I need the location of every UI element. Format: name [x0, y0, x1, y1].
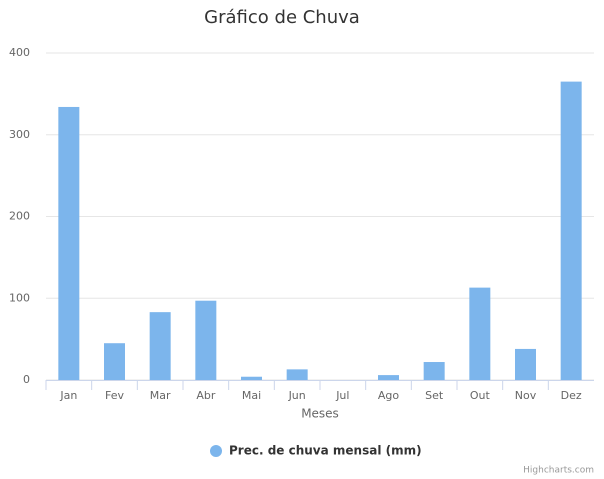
bar — [469, 287, 491, 380]
bar — [149, 312, 171, 380]
bar — [104, 343, 125, 380]
bar — [58, 106, 80, 380]
x-tick-label: Ago — [378, 389, 400, 402]
credits[interactable]: Highcharts.com — [523, 466, 594, 476]
chart-title: Gráfico de Chuva — [204, 7, 360, 28]
y-tick-label: 100 — [9, 291, 30, 304]
x-tick-label: Jul — [335, 389, 349, 402]
x-tick-label: Dez — [561, 389, 582, 402]
x-tick-label: Jan — [59, 389, 77, 402]
y-tick-label: 200 — [9, 210, 30, 223]
bar — [378, 375, 399, 380]
x-tick-label: Set — [425, 389, 444, 402]
bar — [560, 81, 582, 381]
bar — [195, 300, 217, 380]
x-tick-label: Abr — [196, 389, 216, 402]
y-tick-label: 400 — [9, 46, 30, 59]
x-tick-label: Fev — [105, 389, 124, 402]
x-axis-title: Meses — [301, 407, 339, 421]
x-tick-label: Jun — [288, 389, 306, 402]
bar — [241, 376, 262, 380]
y-tick-label: 300 — [9, 128, 30, 141]
legend-label[interactable]: Prec. de chuva mensal (mm) — [229, 444, 422, 458]
bar — [423, 362, 445, 380]
x-tick-label: Out — [470, 389, 491, 402]
x-tick-label: Mai — [242, 389, 261, 402]
bar — [515, 348, 536, 380]
x-tick-label: Mar — [150, 389, 171, 402]
y-tick-label: 0 — [23, 373, 30, 386]
bar — [286, 369, 308, 380]
legend-marker — [210, 445, 222, 457]
x-tick-label: Nov — [515, 389, 537, 402]
